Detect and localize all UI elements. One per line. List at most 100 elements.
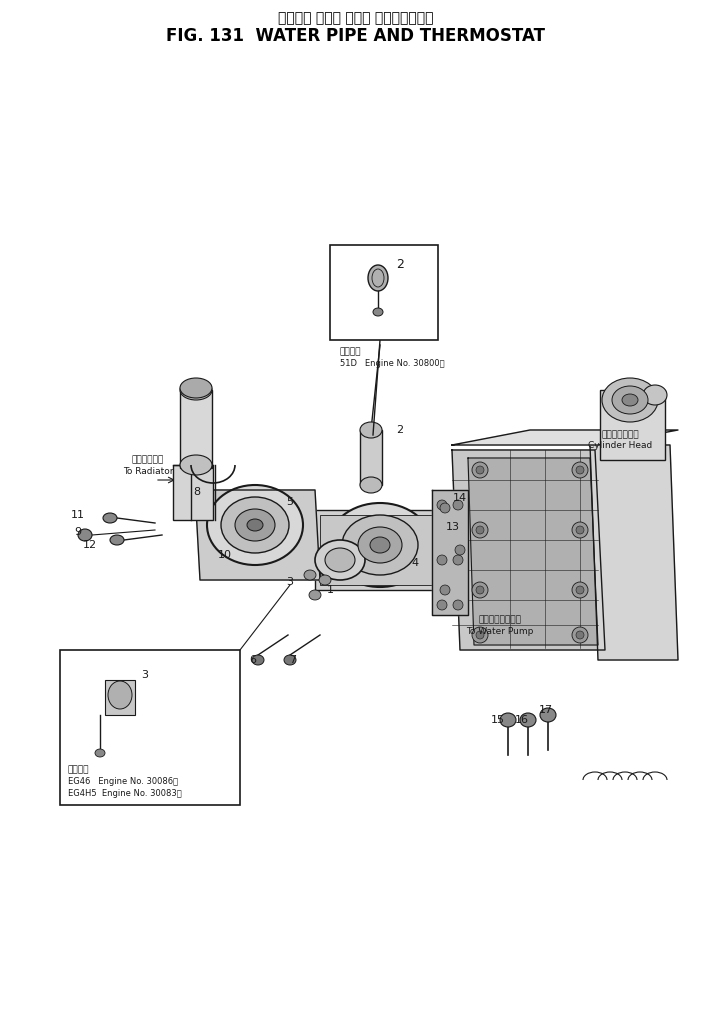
Ellipse shape <box>284 655 296 665</box>
Ellipse shape <box>453 555 463 565</box>
Text: To Radiator: To Radiator <box>123 466 173 476</box>
Text: ラジエーホへ: ラジエーホへ <box>132 455 164 464</box>
Text: 5: 5 <box>287 497 294 507</box>
Ellipse shape <box>576 466 584 474</box>
Bar <box>180 390 212 468</box>
Ellipse shape <box>455 545 465 555</box>
Ellipse shape <box>342 515 418 575</box>
Text: ウォータポンプへ: ウォータポンプへ <box>478 615 521 625</box>
Ellipse shape <box>572 627 588 643</box>
Ellipse shape <box>319 575 331 585</box>
Ellipse shape <box>472 522 488 538</box>
Ellipse shape <box>576 631 584 639</box>
Bar <box>600 390 665 460</box>
Ellipse shape <box>304 570 316 580</box>
Text: 9: 9 <box>74 527 81 537</box>
Text: EG4H5  Engine No. 30083～: EG4H5 Engine No. 30083～ <box>68 790 182 798</box>
Text: ウォータ パイプ および サーモスタット: ウォータ パイプ および サーモスタット <box>278 11 434 25</box>
Ellipse shape <box>180 455 212 475</box>
Ellipse shape <box>476 586 484 594</box>
Text: 4: 4 <box>411 558 419 568</box>
Text: 11: 11 <box>71 510 85 520</box>
Ellipse shape <box>108 681 132 709</box>
Polygon shape <box>468 458 598 645</box>
Bar <box>315 510 445 590</box>
Polygon shape <box>452 430 678 445</box>
Ellipse shape <box>622 394 638 406</box>
Text: 2: 2 <box>396 425 404 435</box>
Polygon shape <box>195 490 320 580</box>
Bar <box>60 650 240 805</box>
Text: 12: 12 <box>83 540 97 550</box>
Polygon shape <box>590 445 678 660</box>
Ellipse shape <box>437 600 447 610</box>
Bar <box>173 465 213 520</box>
Polygon shape <box>452 450 605 650</box>
Text: Cylinder Head: Cylinder Head <box>588 441 652 450</box>
Text: To Water Pump: To Water Pump <box>466 627 534 636</box>
Text: 3: 3 <box>141 670 148 680</box>
Ellipse shape <box>325 548 355 572</box>
Ellipse shape <box>252 655 264 665</box>
Ellipse shape <box>78 529 92 541</box>
Ellipse shape <box>453 500 463 510</box>
Ellipse shape <box>476 631 484 639</box>
Ellipse shape <box>572 522 588 538</box>
Ellipse shape <box>437 555 447 565</box>
Text: 1: 1 <box>327 585 334 595</box>
Ellipse shape <box>180 378 212 399</box>
Text: 適用番号: 適用番号 <box>340 348 361 357</box>
Ellipse shape <box>472 627 488 643</box>
Text: 6: 6 <box>250 655 257 665</box>
Ellipse shape <box>358 527 402 563</box>
Ellipse shape <box>437 500 447 510</box>
Ellipse shape <box>95 749 105 757</box>
Ellipse shape <box>500 713 516 727</box>
Ellipse shape <box>370 537 390 553</box>
Ellipse shape <box>572 582 588 598</box>
Text: 3: 3 <box>287 577 294 587</box>
Ellipse shape <box>221 497 289 553</box>
Ellipse shape <box>440 585 450 595</box>
Ellipse shape <box>328 503 432 587</box>
Polygon shape <box>432 490 468 615</box>
Ellipse shape <box>110 535 124 545</box>
Ellipse shape <box>520 713 536 727</box>
Text: 2: 2 <box>396 259 404 272</box>
Text: 17: 17 <box>539 705 553 715</box>
Ellipse shape <box>576 586 584 594</box>
Ellipse shape <box>576 526 584 534</box>
Ellipse shape <box>602 378 658 422</box>
Bar <box>360 430 382 485</box>
Text: 14: 14 <box>453 493 467 503</box>
Ellipse shape <box>373 308 383 316</box>
Text: FIG. 131  WATER PIPE AND THERMOSTAT: FIG. 131 WATER PIPE AND THERMOSTAT <box>167 27 545 45</box>
Text: 15: 15 <box>491 715 505 725</box>
Text: EG46   Engine No. 30086～: EG46 Engine No. 30086～ <box>68 778 178 787</box>
Text: 13: 13 <box>446 522 460 532</box>
Ellipse shape <box>180 380 212 400</box>
Ellipse shape <box>572 462 588 478</box>
Text: 8: 8 <box>193 487 200 497</box>
Ellipse shape <box>643 385 667 405</box>
Ellipse shape <box>472 462 488 478</box>
Ellipse shape <box>540 708 556 722</box>
Ellipse shape <box>360 477 382 493</box>
Ellipse shape <box>360 422 382 438</box>
Ellipse shape <box>472 582 488 598</box>
Bar <box>320 515 440 585</box>
Ellipse shape <box>103 513 117 523</box>
Ellipse shape <box>440 503 450 513</box>
Bar <box>330 245 438 340</box>
Ellipse shape <box>235 509 275 541</box>
Text: 16: 16 <box>515 715 529 725</box>
Ellipse shape <box>315 540 365 580</box>
Ellipse shape <box>476 526 484 534</box>
Text: 適用番号: 適用番号 <box>68 766 90 775</box>
Ellipse shape <box>247 519 263 531</box>
Ellipse shape <box>207 485 303 565</box>
Text: 51D   Engine No. 30800～: 51D Engine No. 30800～ <box>340 359 445 367</box>
Ellipse shape <box>612 386 648 414</box>
Bar <box>105 680 135 715</box>
Text: 7: 7 <box>289 655 297 665</box>
